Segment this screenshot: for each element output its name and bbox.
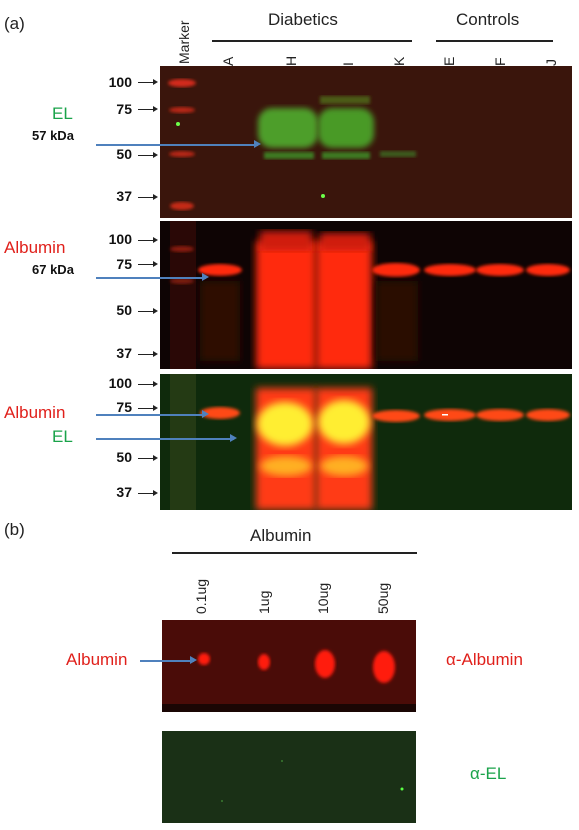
mw-marker-label: 75 [116, 256, 132, 272]
blot-el-name: EL [52, 104, 73, 123]
blot-el-arrow [96, 141, 261, 147]
blot-albumin-arrow [96, 274, 209, 280]
amount-label: 0.1ug [193, 578, 209, 614]
mw-marker-tick [138, 194, 158, 200]
mw-marker-label: 50 [116, 302, 132, 318]
mw-marker-label: 100 [108, 231, 132, 247]
mw-marker-tick [138, 351, 158, 357]
mw-marker-tick [138, 79, 158, 85]
group-controls-label: Controls [456, 10, 520, 29]
panel-b-title: Albumin [250, 526, 312, 545]
mw-marker-tick [138, 455, 158, 461]
blot-el-image [168, 79, 416, 210]
panel-b-title-line [172, 552, 417, 554]
lane-marker-label: Marker [176, 20, 192, 64]
mw-marker-label: 50 [116, 449, 132, 465]
mw-marker-label: 75 [116, 101, 132, 117]
mw-marker-label: 100 [108, 74, 132, 90]
lane-label: A [220, 56, 236, 66]
mw-marker-label: 75 [116, 399, 132, 415]
mw-marker-label: 100 [108, 375, 132, 391]
mw-marker-tick [138, 152, 158, 158]
mw-marker-label: 37 [116, 188, 132, 204]
blot-merge-image [170, 374, 570, 510]
dot-blot-albumin-image [162, 650, 416, 712]
blot-el [160, 66, 572, 218]
amount-label: 50ug [375, 582, 391, 614]
mw-marker-label: 50 [116, 146, 132, 162]
panel-b-label: (b) [4, 520, 25, 539]
lane-label: K [391, 56, 407, 66]
lane-label: F [492, 57, 508, 66]
blot-merge-arrow-el [96, 435, 237, 441]
blot-merge-arrow-albumin [96, 411, 209, 417]
group-controls-line [436, 40, 553, 42]
dot-blot-albumin [162, 620, 416, 712]
mw-marker-tick [138, 490, 158, 496]
blot-albumin [160, 221, 572, 369]
mw-marker-label: 37 [116, 484, 132, 500]
dot-row-albumin-label: Albumin [66, 650, 128, 669]
dot-row-albumin-arrow [140, 657, 197, 663]
blot-albumin-kda: 67 kDa [32, 262, 74, 277]
dot-blot-el [162, 731, 416, 823]
blot-albumin-name: Albumin [4, 238, 66, 257]
mw-marker-tick [138, 237, 158, 243]
panel-a-label: (a) [4, 14, 25, 33]
blot-merge [160, 374, 572, 510]
blot-merge-name-albumin: Albumin [4, 403, 66, 422]
antibody-albumin-label: α-Albumin [446, 650, 523, 669]
lane-label: H [283, 55, 299, 66]
mw-marker-tick [138, 405, 158, 411]
mw-marker-tick [138, 381, 158, 387]
antibody-el-label: α-EL [470, 764, 507, 783]
lane-label: J [543, 59, 559, 66]
blot-merge-name-el: EL [52, 427, 73, 446]
mw-marker-tick [138, 308, 158, 314]
amount-label: 1ug [256, 590, 272, 614]
mw-marker-label: 37 [116, 345, 132, 361]
blot-el-kda: 57 kDa [32, 128, 74, 143]
mw-marker-tick [138, 261, 158, 267]
group-diabetics-line [212, 40, 412, 42]
blot-albumin-image [170, 221, 570, 369]
lane-label: E [441, 56, 457, 66]
mw-marker-tick [138, 106, 158, 112]
amount-label: 10ug [315, 582, 331, 614]
group-diabetics-label: Diabetics [268, 10, 338, 29]
dot-blot-el-image [221, 760, 404, 802]
